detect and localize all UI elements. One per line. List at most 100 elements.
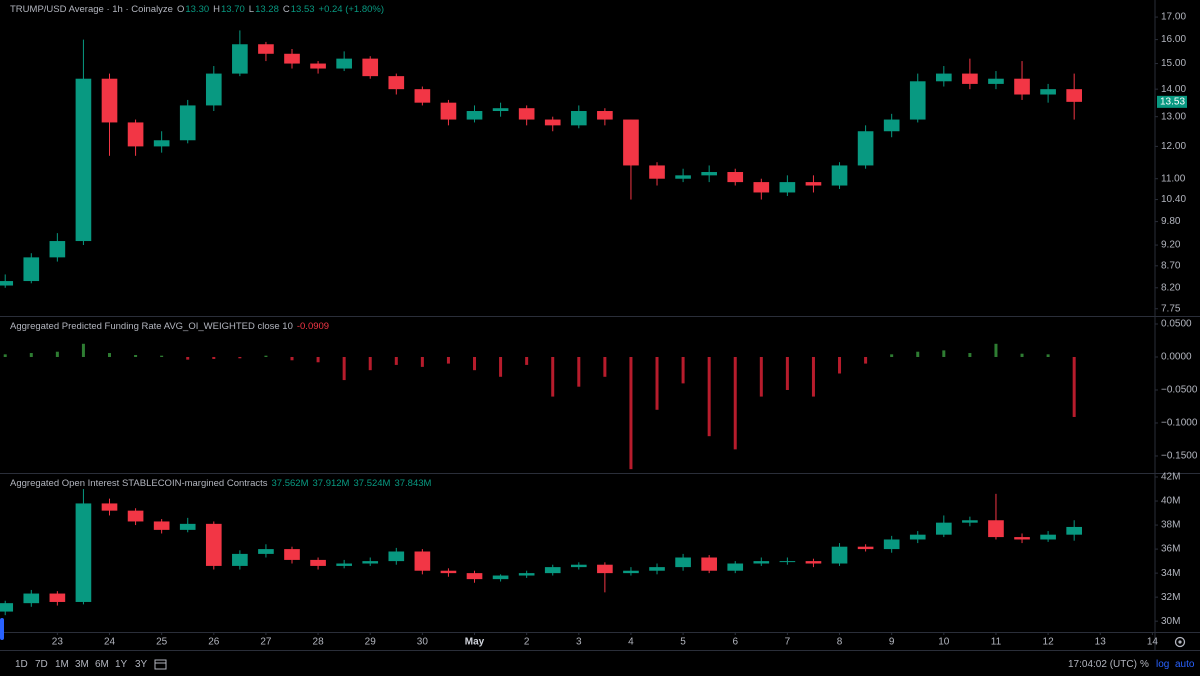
candle-body bbox=[570, 111, 587, 126]
candle-body bbox=[440, 102, 457, 120]
candle-body bbox=[779, 561, 796, 563]
bar bbox=[994, 343, 998, 357]
candle-body bbox=[1066, 526, 1082, 535]
candle-body bbox=[492, 108, 509, 112]
candle-body bbox=[179, 523, 196, 530]
range-button[interactable]: 3M bbox=[75, 659, 89, 670]
y-tick-label: 14.00 bbox=[1161, 84, 1186, 95]
candle-body bbox=[597, 564, 613, 574]
bar bbox=[81, 343, 85, 357]
x-tick-label: 27 bbox=[260, 637, 272, 648]
bar bbox=[629, 356, 633, 470]
x-tick-label: 9 bbox=[889, 637, 895, 648]
candle-body bbox=[440, 570, 457, 574]
candle-body bbox=[414, 89, 431, 103]
y-tick-label: 36M bbox=[1161, 544, 1180, 555]
candle-body bbox=[962, 520, 978, 523]
candle-body bbox=[857, 546, 874, 550]
candle-body bbox=[49, 241, 66, 258]
calendar-icon[interactable] bbox=[154, 658, 168, 670]
candle-body bbox=[805, 182, 822, 186]
scale-option[interactable]: log bbox=[1156, 659, 1170, 670]
legend-title: TRUMP/USD Average · 1h · Coinalyze bbox=[10, 4, 173, 15]
candle-body bbox=[362, 58, 379, 77]
bar bbox=[394, 356, 398, 365]
candle-body bbox=[362, 561, 379, 564]
bar bbox=[890, 354, 894, 357]
bar bbox=[681, 356, 685, 384]
gear-center bbox=[1178, 640, 1182, 644]
range-button[interactable]: 1D bbox=[15, 659, 28, 670]
bar bbox=[342, 356, 346, 381]
candle-body bbox=[310, 559, 326, 566]
bar bbox=[551, 356, 555, 397]
y-tick-label: 8.20 bbox=[1161, 282, 1181, 293]
x-tick-label: 13 bbox=[1095, 637, 1107, 648]
bar bbox=[473, 356, 477, 371]
candle-body bbox=[414, 551, 431, 571]
y-tick-label: 34M bbox=[1161, 568, 1180, 579]
chart-area: 17.00 16.00 15.00 14.00 13.00 12.00 11.00 10.40… bbox=[0, 0, 1200, 650]
change: +0.24 (+1.80%) bbox=[318, 4, 385, 15]
candle-body bbox=[23, 257, 40, 282]
scale-option[interactable]: auto bbox=[1175, 659, 1195, 670]
x-tick-label: 28 bbox=[313, 637, 325, 648]
candle-body bbox=[675, 175, 691, 179]
candle-body bbox=[284, 549, 300, 560]
candle-body bbox=[988, 520, 1004, 538]
bar bbox=[707, 356, 711, 437]
candle-body bbox=[153, 521, 170, 530]
range-button[interactable]: 1Y bbox=[115, 659, 128, 670]
bar bbox=[968, 353, 972, 357]
candle-body bbox=[544, 119, 561, 126]
candle-body bbox=[101, 503, 118, 511]
candle-body bbox=[49, 593, 66, 602]
y-tick-label: 10.40 bbox=[1161, 194, 1186, 205]
candle-body bbox=[284, 53, 300, 64]
y-tick-label: 11.00 bbox=[1161, 173, 1186, 184]
legend: Aggregated Open Interest STABLECOIN-marg… bbox=[10, 478, 435, 489]
range-button[interactable]: 6M bbox=[95, 659, 109, 670]
bar bbox=[603, 356, 607, 377]
candle-body bbox=[492, 575, 509, 580]
bar bbox=[264, 355, 268, 357]
candle-body bbox=[1066, 89, 1082, 102]
candle-body bbox=[701, 557, 717, 571]
candle-body bbox=[75, 503, 92, 602]
candle-body bbox=[623, 119, 639, 166]
candle-body bbox=[597, 111, 613, 120]
candle-body bbox=[388, 76, 405, 90]
ohlc-value: 13.70 bbox=[221, 4, 245, 15]
candle-body bbox=[336, 563, 352, 566]
range-button[interactable]: 7D bbox=[35, 659, 48, 670]
bar bbox=[186, 356, 190, 360]
y-tick-label: 30M bbox=[1161, 616, 1180, 627]
bar bbox=[811, 356, 815, 397]
candle-body bbox=[127, 510, 144, 522]
range-button[interactable]: 3Y bbox=[135, 659, 148, 670]
x-tick-label: 3 bbox=[576, 637, 582, 648]
x-tick-label: 8 bbox=[837, 637, 843, 648]
candle-body bbox=[1040, 534, 1056, 540]
x-tick-label: 11 bbox=[991, 637, 1002, 648]
bar bbox=[3, 354, 7, 357]
bar bbox=[29, 353, 33, 357]
candle-body bbox=[205, 73, 222, 106]
candle-body bbox=[753, 561, 770, 564]
ohlc-key: O bbox=[176, 4, 185, 15]
y-tick-label: 9.80 bbox=[1161, 216, 1181, 227]
settings-icon[interactable] bbox=[1174, 636, 1186, 648]
y-tick-label: 8.70 bbox=[1161, 260, 1181, 271]
scale-option[interactable]: % bbox=[1140, 659, 1149, 670]
legend: TRUMP/USD Average · 1h · Coinalyze O13.30… bbox=[10, 4, 388, 15]
candle-body bbox=[883, 119, 900, 132]
candle-body bbox=[727, 172, 744, 183]
x-tick-label: 5 bbox=[680, 637, 686, 648]
candle-body bbox=[779, 182, 796, 193]
range-button[interactable]: 1M bbox=[55, 659, 69, 670]
current-value: -0.0909 bbox=[296, 321, 330, 332]
candle-body bbox=[831, 546, 848, 564]
candle-body bbox=[258, 44, 274, 54]
bar bbox=[420, 356, 424, 367]
bar bbox=[916, 351, 920, 357]
